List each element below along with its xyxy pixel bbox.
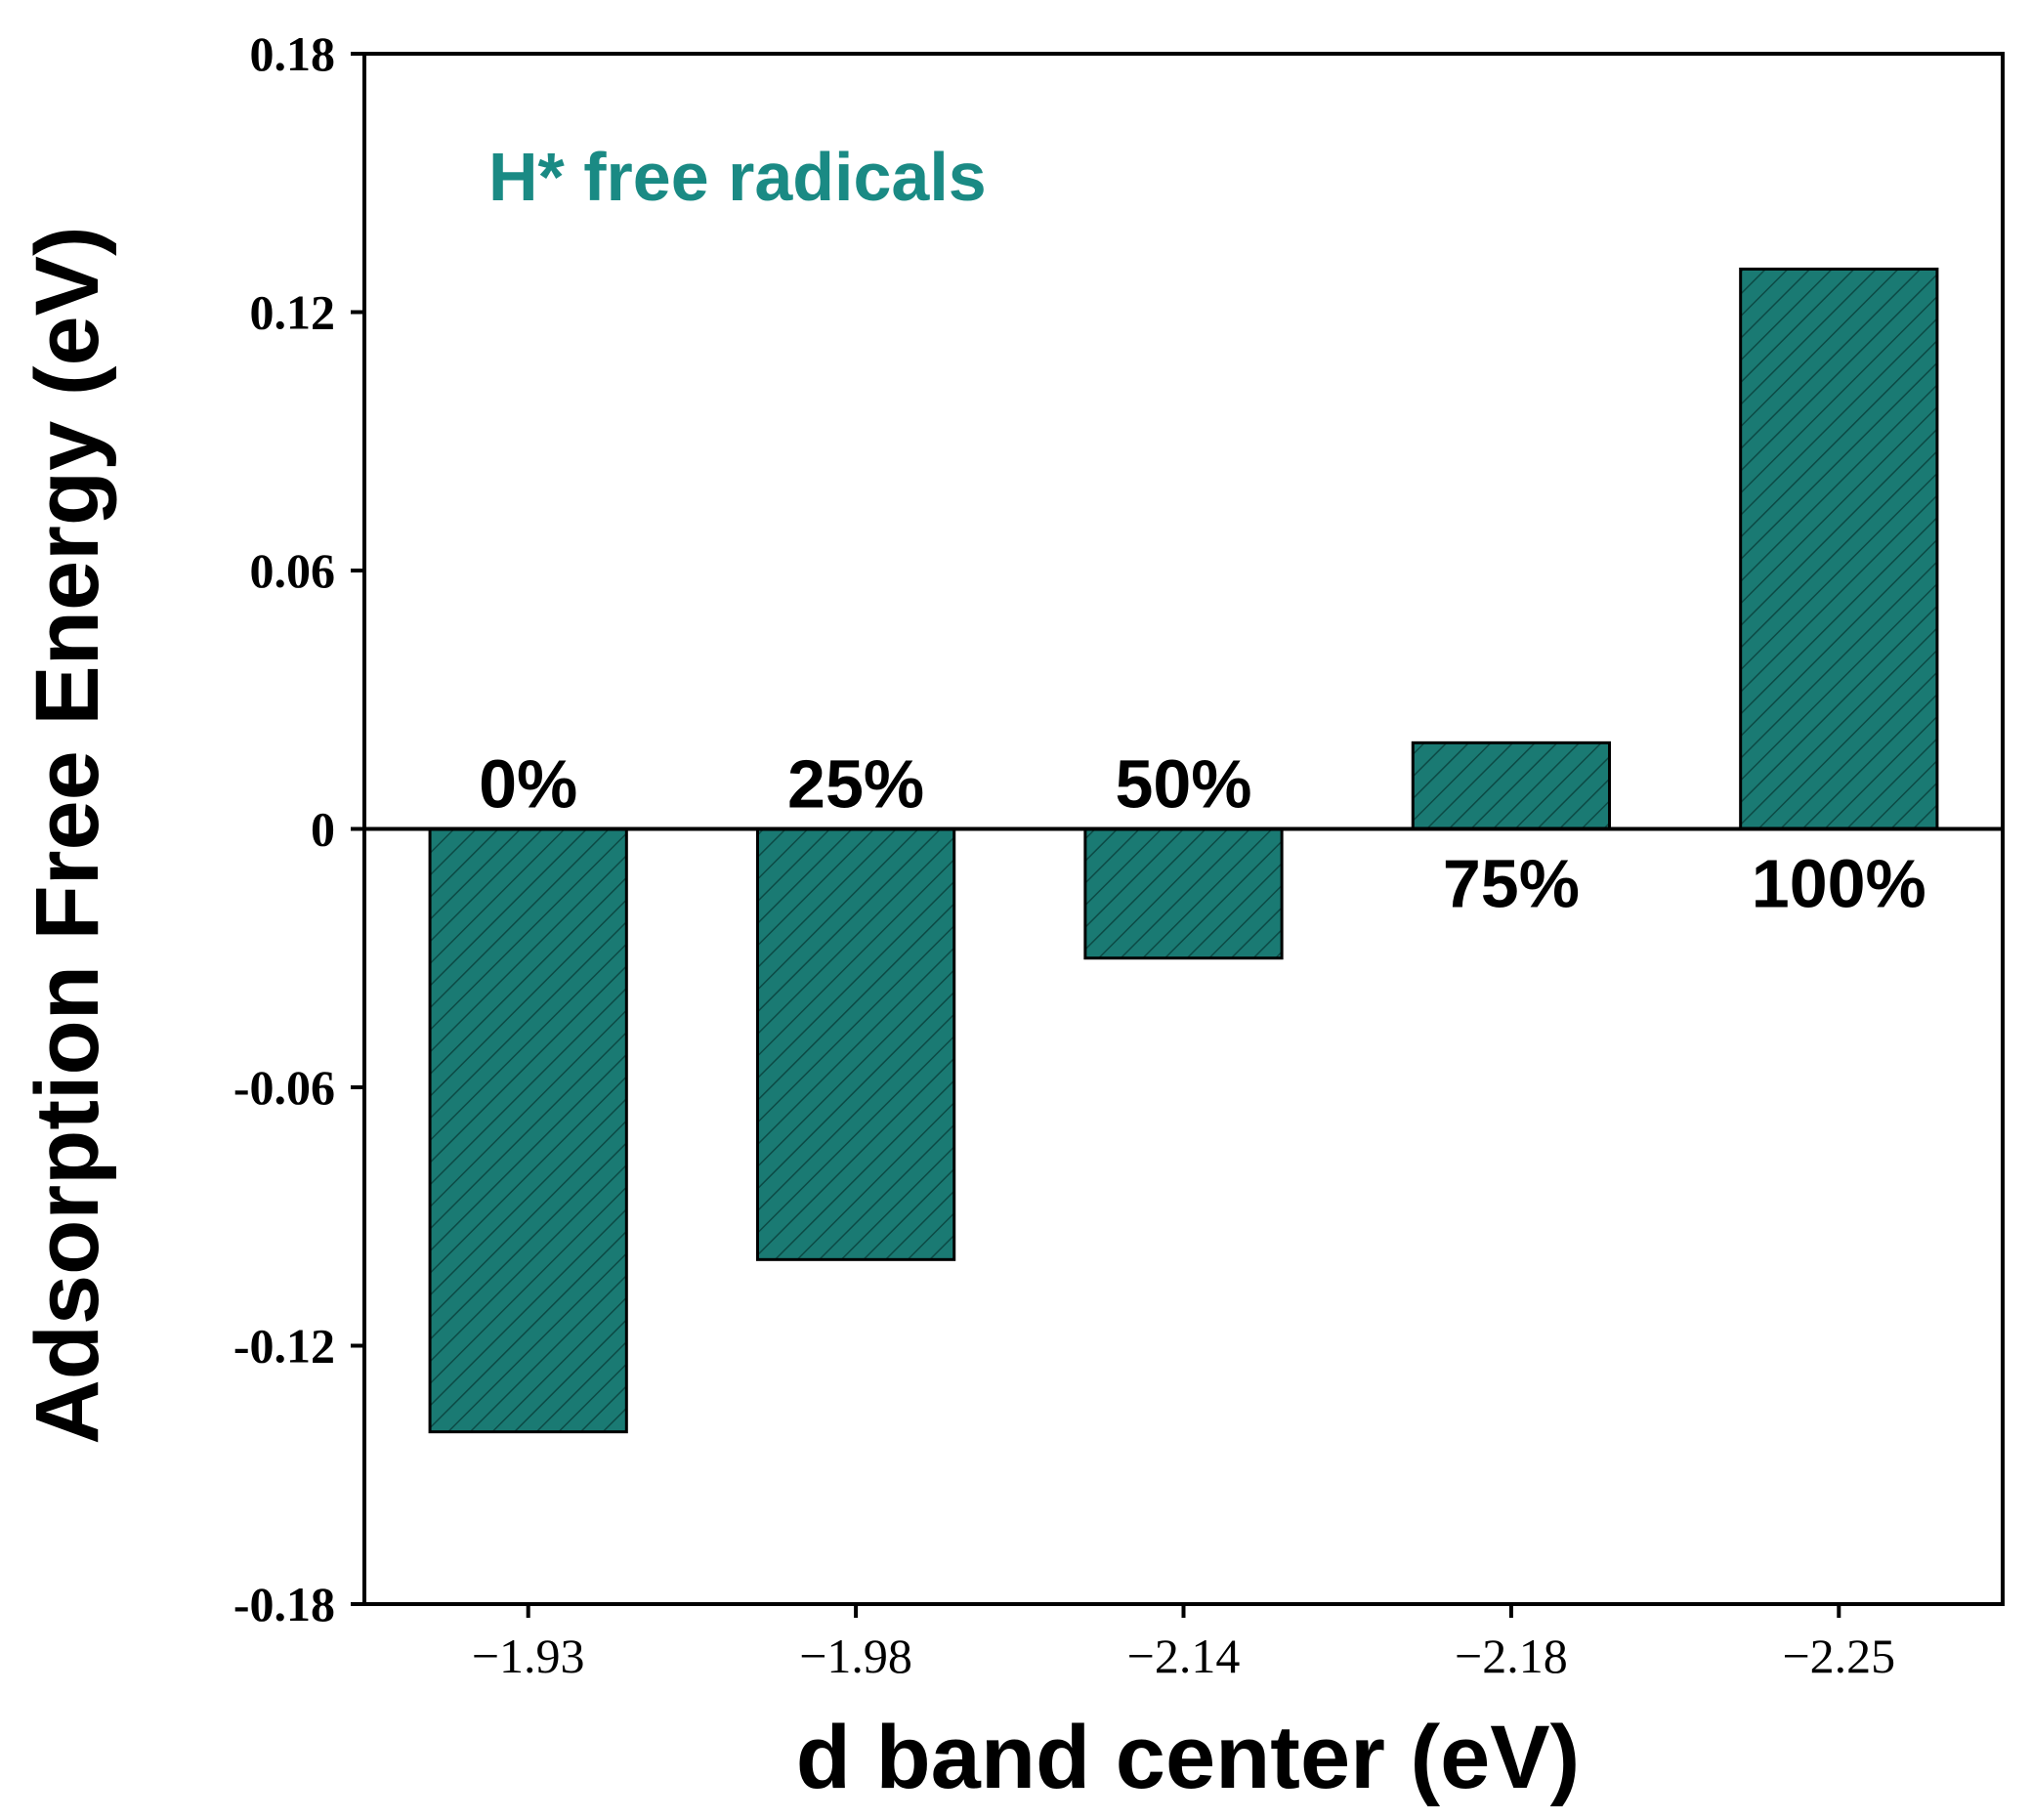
x-tick-label: −1.98 [799,1629,912,1683]
bar-label: 50% [1115,746,1251,823]
bar [1083,827,1284,960]
x-axis-ticks: −1.93 −1.98 −2.14 −2.18 −2.25 [472,1604,1895,1683]
bar-label: 0% [479,746,577,823]
bar [755,827,956,1261]
y-tick-label: -0.12 [233,1319,335,1374]
y-tick-label: 0.18 [250,26,336,81]
annotation-label: H* free radicals [488,139,987,215]
bars [428,267,1939,1434]
bar-label: 100% [1752,846,1926,922]
y-tick-label: 0.06 [250,543,336,598]
y-axis-ticks: 0.18 0.12 0.06 0 -0.06 -0.12 -0.18 [233,26,364,1631]
bar-label: 75% [1443,846,1580,922]
bar-label: 25% [787,746,924,823]
y-tick-label: 0 [311,802,335,857]
x-tick-label: −2.14 [1127,1629,1241,1683]
x-tick-label: −2.18 [1455,1629,1568,1683]
bar-labels: 0% 25% 50% 75% 100% [479,746,1926,922]
bar [428,827,628,1434]
bar [1411,741,1612,830]
x-tick-label: −1.93 [472,1629,585,1683]
y-axis-title: Adsorption Free Energy (eV) [18,226,117,1444]
bar [1739,267,1939,830]
x-tick-label: −2.25 [1782,1629,1895,1683]
y-tick-label: 0.12 [250,285,336,340]
y-tick-label: -0.18 [233,1577,335,1631]
x-axis-title: d band center (eV) [796,1708,1581,1807]
y-tick-label: -0.06 [233,1060,335,1115]
